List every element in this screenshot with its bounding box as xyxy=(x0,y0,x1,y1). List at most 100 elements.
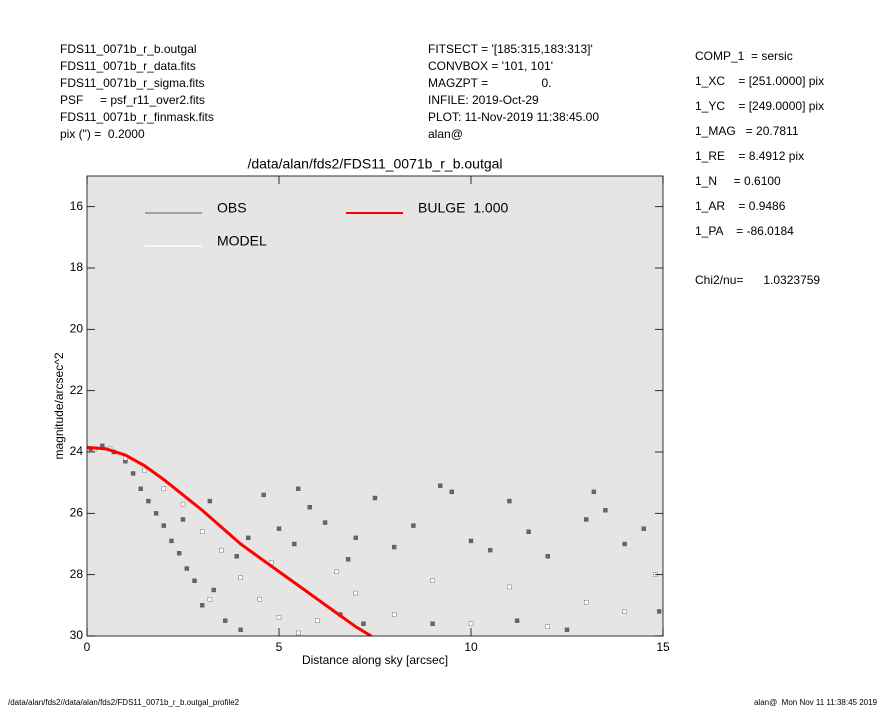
header-line: CONVBOX = '101, 101' xyxy=(428,59,553,73)
fit-parameter: 1_YC = [249.0000] pix xyxy=(695,99,824,113)
fit-parameter: 1_MAG = 20.7811 xyxy=(695,124,799,138)
x-tick-label: 5 xyxy=(276,640,283,654)
header-line: INFILE: 2019-Oct-29 xyxy=(428,93,539,107)
header-line: PLOT: 11-Nov-2019 11:38:45.00 xyxy=(428,110,599,124)
data-point xyxy=(180,517,186,522)
data-point xyxy=(130,471,136,476)
data-point xyxy=(488,547,493,553)
x-tick-label: 10 xyxy=(464,640,478,654)
data-point xyxy=(161,523,167,528)
data-point xyxy=(334,569,339,574)
chart-title: /data/alan/fds2/FDS11_0071b_r_b.outgal xyxy=(247,156,502,172)
data-point xyxy=(545,624,550,629)
data-point xyxy=(146,498,151,504)
data-point xyxy=(392,544,397,550)
data-point xyxy=(514,618,520,623)
data-point xyxy=(180,501,186,507)
data-point xyxy=(430,578,435,583)
data-point xyxy=(296,486,301,491)
data-point xyxy=(353,590,358,596)
data-point xyxy=(246,535,251,541)
legend-label: OBS xyxy=(217,200,247,216)
data-point xyxy=(622,541,627,547)
data-point xyxy=(138,486,143,491)
data-point xyxy=(238,627,243,633)
fit-parameter: 1_XC = [251.0000] pix xyxy=(695,74,824,88)
data-point xyxy=(584,517,589,522)
footer-left: /data/alan/fds2//data/alan/fds2/FDS11_00… xyxy=(8,698,240,707)
data-point xyxy=(322,520,328,525)
data-point xyxy=(219,547,224,553)
fit-parameter: 1_RE = 8.4912 pix xyxy=(695,149,804,163)
data-point xyxy=(622,609,627,614)
header-line: FITSECT = '[185:315,183:313]' xyxy=(428,42,593,56)
data-point xyxy=(142,468,147,473)
data-point xyxy=(449,489,454,495)
data-point xyxy=(169,538,174,544)
data-point xyxy=(296,630,301,636)
data-point xyxy=(526,529,531,534)
data-point xyxy=(211,587,216,593)
legend-label: MODEL xyxy=(217,233,267,249)
y-tick-label: 30 xyxy=(70,628,84,642)
fit-parameter: 1_N = 0.6100 xyxy=(695,174,781,188)
data-point xyxy=(353,535,358,541)
header-line: MAGZPT = 0. xyxy=(428,76,551,90)
data-point xyxy=(307,505,312,510)
data-point xyxy=(223,618,228,623)
data-point xyxy=(507,498,512,504)
fit-parameter: 1_AR = 0.9486 xyxy=(695,199,786,213)
data-point xyxy=(564,627,570,633)
data-point xyxy=(392,612,397,617)
data-point xyxy=(438,483,443,488)
header-line: PSF = psf_r11_over2.fits xyxy=(60,93,205,107)
data-point xyxy=(199,529,205,534)
y-tick-label: 22 xyxy=(70,383,84,397)
data-point xyxy=(292,541,297,547)
x-axis-label: Distance along sky [arcsec] xyxy=(302,653,448,667)
data-point xyxy=(276,615,282,620)
y-tick-label: 24 xyxy=(70,444,84,458)
data-point xyxy=(176,551,182,556)
model-line xyxy=(87,445,372,636)
data-point xyxy=(207,498,213,504)
data-point xyxy=(372,495,378,501)
data-point xyxy=(656,609,662,614)
y-tick-label: 16 xyxy=(70,199,84,213)
data-point xyxy=(430,621,435,626)
data-point xyxy=(603,508,608,513)
plot-frame xyxy=(86,175,664,637)
data-point xyxy=(641,526,646,531)
data-point xyxy=(545,554,550,559)
data-point xyxy=(411,523,416,528)
y-tick-label: 26 xyxy=(70,506,84,520)
data-point xyxy=(507,584,512,590)
data-point xyxy=(276,526,282,531)
data-point xyxy=(315,618,320,623)
header-line: FDS11_0071b_r_data.fits xyxy=(60,59,196,73)
header-line: FDS11_0071b_r_finmask.fits xyxy=(60,110,214,124)
data-marks xyxy=(87,443,662,636)
data-point xyxy=(234,554,239,559)
y-tick-label: 28 xyxy=(70,567,84,581)
data-point xyxy=(192,578,197,583)
header-line: FDS11_0071b_r_sigma.fits xyxy=(60,76,205,90)
header-line: FDS11_0071b_r_b.outgal xyxy=(60,42,197,56)
header-line: pix (") = 0.2000 xyxy=(60,127,145,141)
data-point xyxy=(161,486,167,491)
y-tick-label: 18 xyxy=(70,260,84,274)
chi2: Chi2/nu= 1.0323759 xyxy=(695,273,820,287)
data-point xyxy=(153,511,159,516)
fit-parameter: 1_PA = -86.0184 xyxy=(695,224,794,238)
legend-label: BULGE 1.000 xyxy=(418,200,508,216)
y-tick-label: 20 xyxy=(70,322,84,336)
y-axis-label: magnitude/arcsec^2 xyxy=(52,352,66,459)
data-point xyxy=(361,621,366,626)
fit-parameter: COMP_1 = sersic xyxy=(695,49,793,63)
data-point xyxy=(238,575,243,580)
data-point xyxy=(207,597,213,602)
data-point xyxy=(584,600,589,605)
plot-area xyxy=(87,176,663,636)
data-point xyxy=(468,621,474,626)
